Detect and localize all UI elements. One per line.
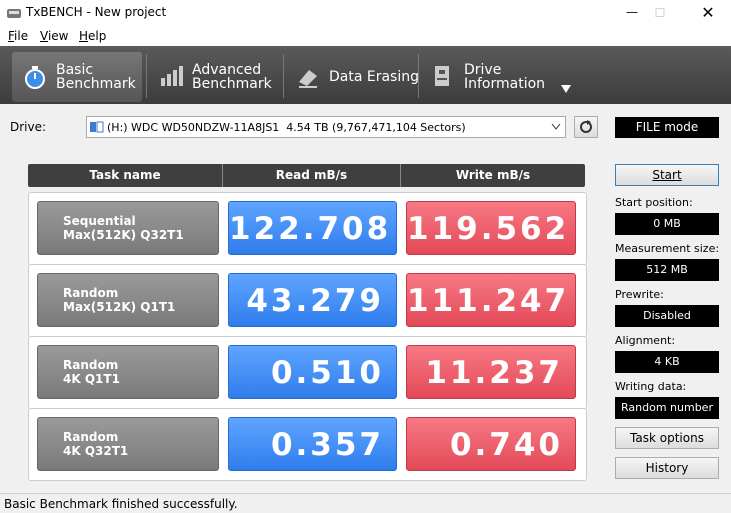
tab-icon	[299, 70, 317, 88]
task-name-line: Max(512K) Q1T1	[63, 300, 176, 314]
field-value: 4 KB	[615, 351, 719, 373]
field-value: 512 MB	[615, 259, 719, 281]
drive-combobox[interactable]: (H:) WDC WD50NDZW-11A8JS1 4.54 TB (9,767…	[86, 116, 566, 138]
mode-indicator: FILE mode	[615, 117, 719, 138]
field-value: Random number	[615, 397, 719, 419]
write-speed: 11.237	[406, 345, 576, 399]
task-name[interactable]: Random 4K Q32T1	[37, 417, 219, 471]
column-header: Write mB/s	[400, 164, 585, 187]
task-name-line: Random	[63, 358, 119, 372]
toolbar-tab[interactable]: Basic Benchmark	[22, 54, 136, 100]
write-speed: 111.247	[406, 273, 576, 327]
title-bar: TxBENCH - New project — ☐ ✕	[0, 0, 731, 26]
status-bar: Basic Benchmark finished successfully.	[0, 493, 731, 513]
read-speed: 0.357	[228, 417, 397, 471]
task-name-line: Random	[63, 430, 119, 444]
app-icon	[7, 9, 21, 18]
column-header: Task name	[89, 168, 161, 182]
result-row: Random 4K Q32T1 0.357 0.740	[28, 408, 587, 481]
tab-label-line: Information	[464, 76, 546, 92]
refresh-icon	[580, 120, 592, 133]
field-label: Start position:	[615, 196, 693, 209]
drive-icon	[90, 121, 104, 133]
history-button[interactable]: History	[615, 457, 719, 479]
task-name-line: Sequential	[63, 214, 136, 228]
close-button[interactable]: ✕	[701, 3, 715, 22]
start-button[interactable]: Start	[615, 164, 719, 186]
column-header: Read mB/s	[222, 164, 400, 187]
tab-icon	[435, 66, 449, 86]
field-label: Prewrite:	[615, 288, 664, 301]
tab-label-line: Drive	[464, 62, 502, 78]
tab-label-line: Basic	[56, 62, 94, 78]
task-options-button[interactable]: Task options	[615, 427, 719, 449]
tab-separator	[146, 54, 147, 98]
task-name-line: 4K Q1T1	[63, 372, 120, 386]
tab-label-line: Advanced	[192, 62, 262, 78]
menu-bar: File View Help	[0, 26, 731, 46]
tab-label: Basic Benchmark	[56, 63, 136, 91]
result-row: Random 4K Q1T1 0.510 11.237	[28, 336, 587, 409]
tab-separator	[418, 54, 419, 98]
task-name-line: 4K Q32T1	[63, 444, 129, 458]
tab-label: Advanced Benchmark	[192, 63, 272, 91]
result-row: Random Max(512K) Q1T1 43.279 111.247	[28, 264, 587, 337]
tab-icon	[161, 66, 183, 86]
task-name[interactable]: Random Max(512K) Q1T1	[37, 273, 219, 327]
field-label: Alignment:	[615, 334, 676, 347]
menu-item[interactable]: View	[40, 29, 69, 43]
task-name[interactable]: Random 4K Q1T1	[37, 345, 219, 399]
menu-item[interactable]: Help	[79, 29, 107, 43]
start-button-label: Start	[652, 168, 682, 182]
more-arrow[interactable]	[560, 84, 572, 94]
result-row: Sequential Max(512K) Q32T1 122.708 119.562	[28, 192, 587, 265]
tab-label-line: Data Erasing	[329, 69, 420, 85]
status-text: Basic Benchmark finished successfully.	[4, 497, 238, 511]
toolbar-tab[interactable]: Data Erasing	[295, 54, 419, 100]
field-label: Writing data:	[615, 380, 687, 393]
table-header: Task name Read mB/s Write mB/s	[28, 164, 585, 187]
maximize-button[interactable]: ☐	[654, 6, 666, 20]
task-name-line: Max(512K) Q32T1	[63, 228, 184, 242]
toolbar-tab[interactable]: Advanced Benchmark	[158, 54, 272, 100]
drive-label: Drive:	[10, 120, 47, 134]
field-value: Disabled	[615, 305, 719, 327]
field-label: Measurement size:	[615, 242, 720, 255]
tab-label: Data Erasing	[329, 70, 419, 84]
write-speed: 0.740	[406, 417, 576, 471]
tab-label-line: Benchmark	[56, 76, 136, 92]
menu-item[interactable]: File	[8, 29, 29, 43]
task-name-line: Random	[63, 286, 119, 300]
window-title: TxBENCH - New project	[26, 5, 167, 19]
refresh-button[interactable]	[574, 116, 598, 138]
read-speed: 122.708	[228, 201, 397, 255]
read-speed: 0.510	[228, 345, 397, 399]
write-speed: 119.562	[406, 201, 576, 255]
tab-icon	[25, 66, 45, 89]
field-value: 0 MB	[615, 213, 719, 235]
toolbar: Basic Benchmark Advanced Benchmark Data Eras…	[0, 46, 731, 104]
drive-selected: (H:) WDC WD50NDZW-11A8JS1 4.54 TB (9,767…	[107, 121, 466, 134]
minimize-button[interactable]: —	[626, 5, 638, 19]
tab-label-line: Benchmark	[192, 76, 272, 92]
task-name[interactable]: Sequential Max(512K) Q32T1	[37, 201, 219, 255]
tab-label: Drive Information	[464, 63, 545, 91]
read-speed: 43.279	[228, 273, 397, 327]
toolbar-tab[interactable]: Drive Information	[430, 54, 545, 100]
tab-separator	[283, 54, 284, 98]
dropdown-arrow	[551, 123, 561, 130]
